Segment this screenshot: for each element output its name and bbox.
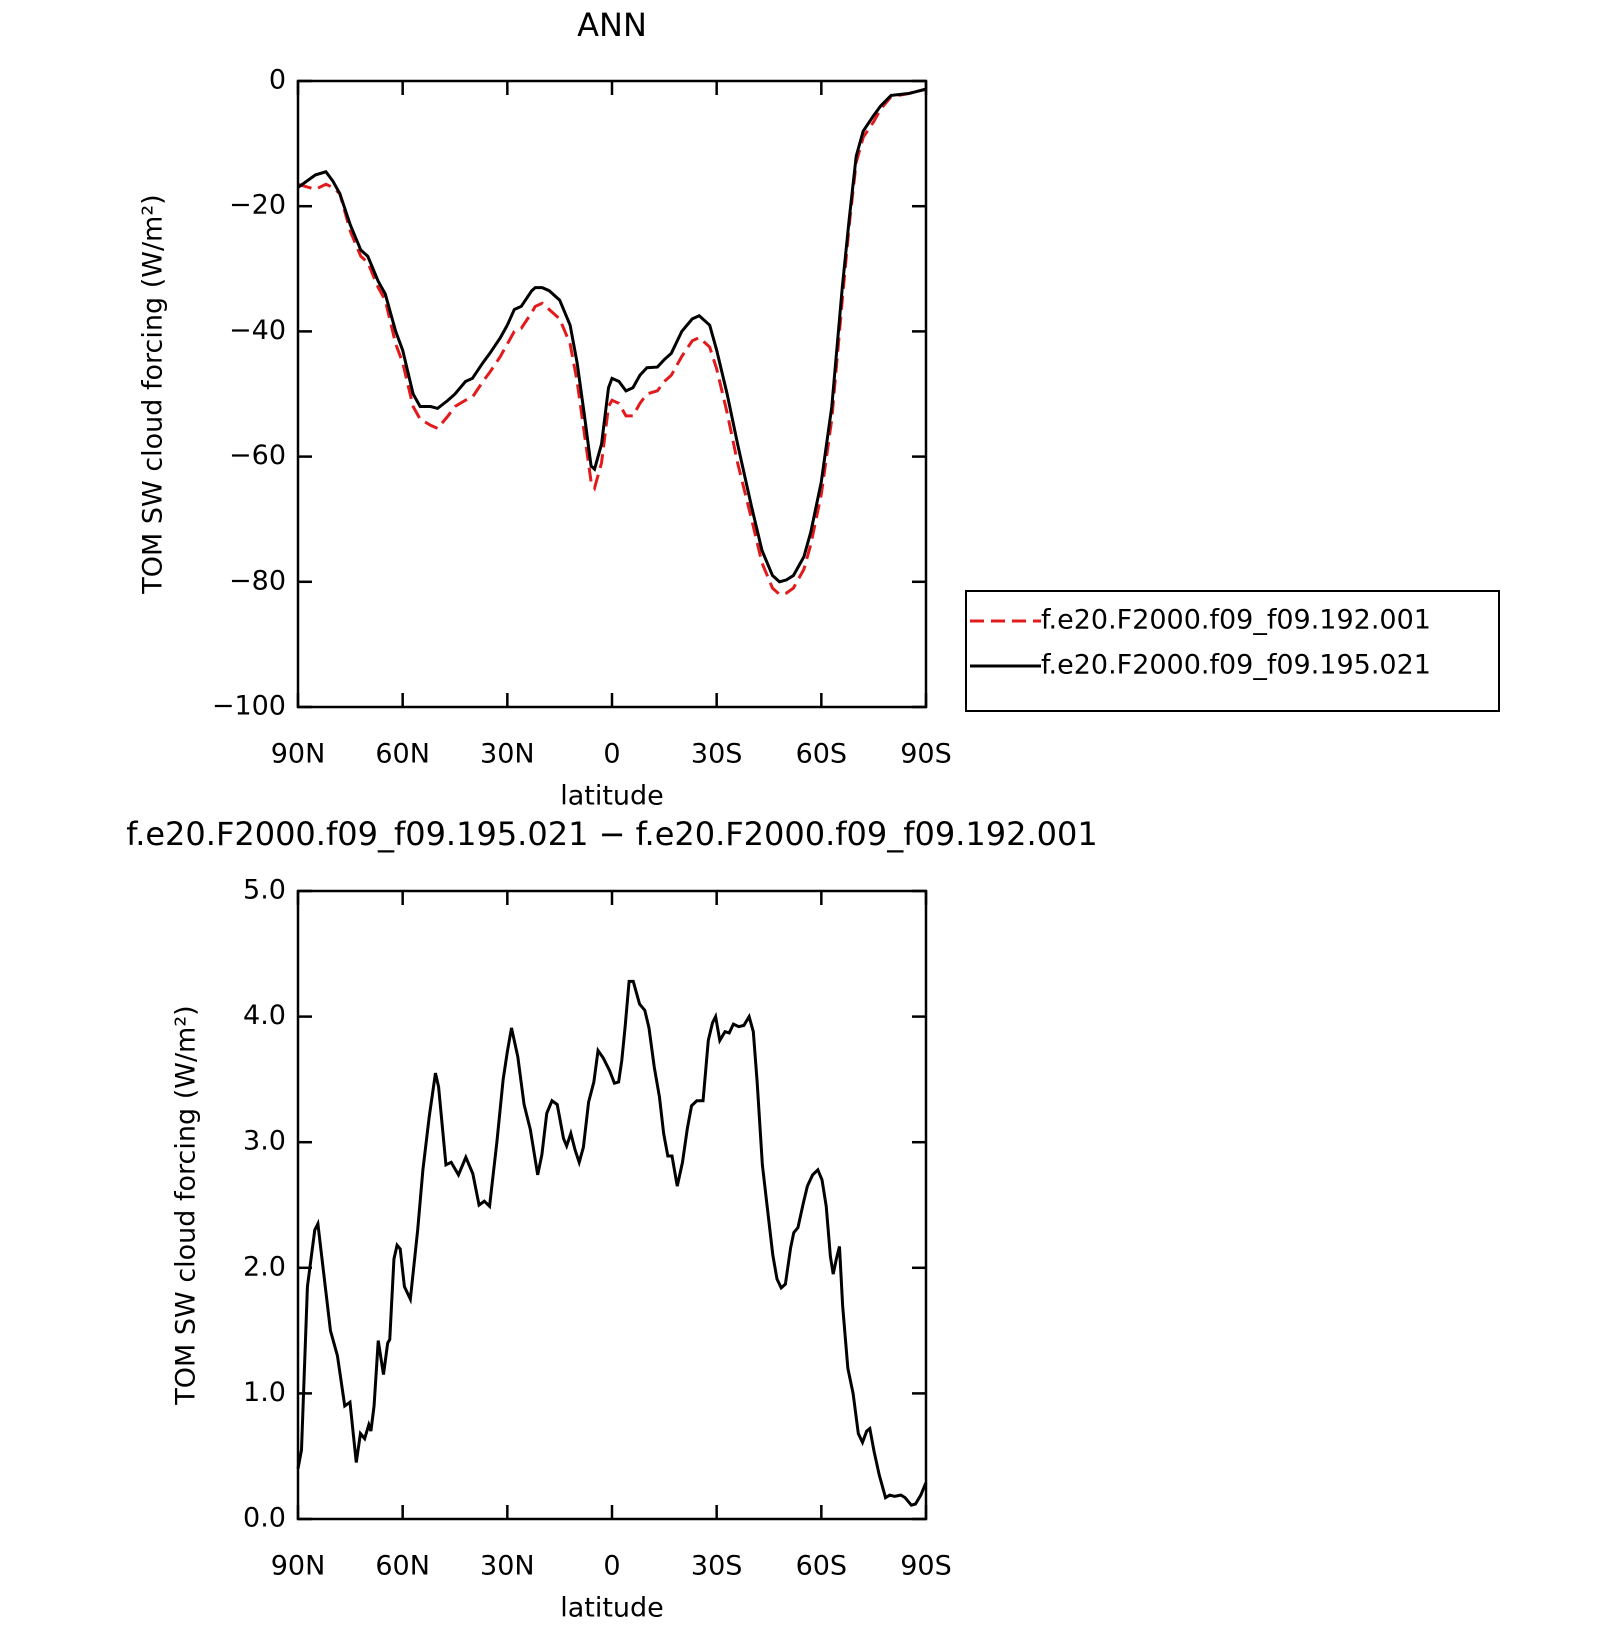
x-tick-label: 30N [480, 739, 535, 770]
data-line [297, 87, 927, 584]
legend-label: f.e20.F2000.f09_f09.192.001 [1041, 605, 1431, 636]
legend-box [965, 590, 1500, 712]
x-tick-label: 0 [603, 739, 620, 770]
y-tick-label: −60 [229, 440, 286, 471]
y-tick-label: 4.0 [243, 1000, 286, 1031]
x-tick-label: 90S [900, 1551, 952, 1582]
y-tick-label: 0.0 [243, 1503, 286, 1534]
x-tick-label: 60N [375, 1551, 430, 1582]
y-axis-label: TOM SW cloud forcing (W/m²) [171, 1005, 202, 1405]
y-tick-label: −80 [229, 565, 286, 596]
x-tick-label: 60N [375, 739, 430, 770]
x-tick-label: 60S [796, 1551, 848, 1582]
chart-title: f.e20.F2000.f09_f09.195.021 − f.e20.F200… [126, 815, 1098, 853]
x-tick-label: 90S [900, 739, 952, 770]
y-tick-label: −40 [229, 315, 286, 346]
x-tick-label: 90N [271, 739, 326, 770]
x-tick-label: 30S [691, 739, 743, 770]
data-line [296, 979, 928, 1507]
legend-label: f.e20.F2000.f09_f09.195.021 [1041, 650, 1431, 681]
x-axis-label: latitude [560, 781, 664, 812]
y-tick-label: 0 [269, 65, 286, 96]
y-tick-label: 2.0 [243, 1251, 286, 1282]
plot-frame [296, 889, 928, 1521]
y-tick-label: −20 [229, 190, 286, 221]
y-tick-label: 3.0 [243, 1126, 286, 1157]
y-tick-label: 5.0 [243, 875, 286, 906]
chart-title: ANN [577, 6, 647, 44]
x-tick-label: 30S [691, 1551, 743, 1582]
y-axis-label: TOM SW cloud forcing (W/m²) [138, 194, 169, 594]
x-tick-label: 30N [480, 1551, 535, 1582]
data-line [297, 87, 927, 596]
x-axis-label: latitude [560, 1593, 664, 1624]
y-tick-label: −100 [212, 691, 286, 722]
x-tick-label: 60S [796, 739, 848, 770]
y-tick-label: 1.0 [243, 1377, 286, 1408]
x-tick-label: 90N [271, 1551, 326, 1582]
x-tick-label: 0 [603, 1551, 620, 1582]
